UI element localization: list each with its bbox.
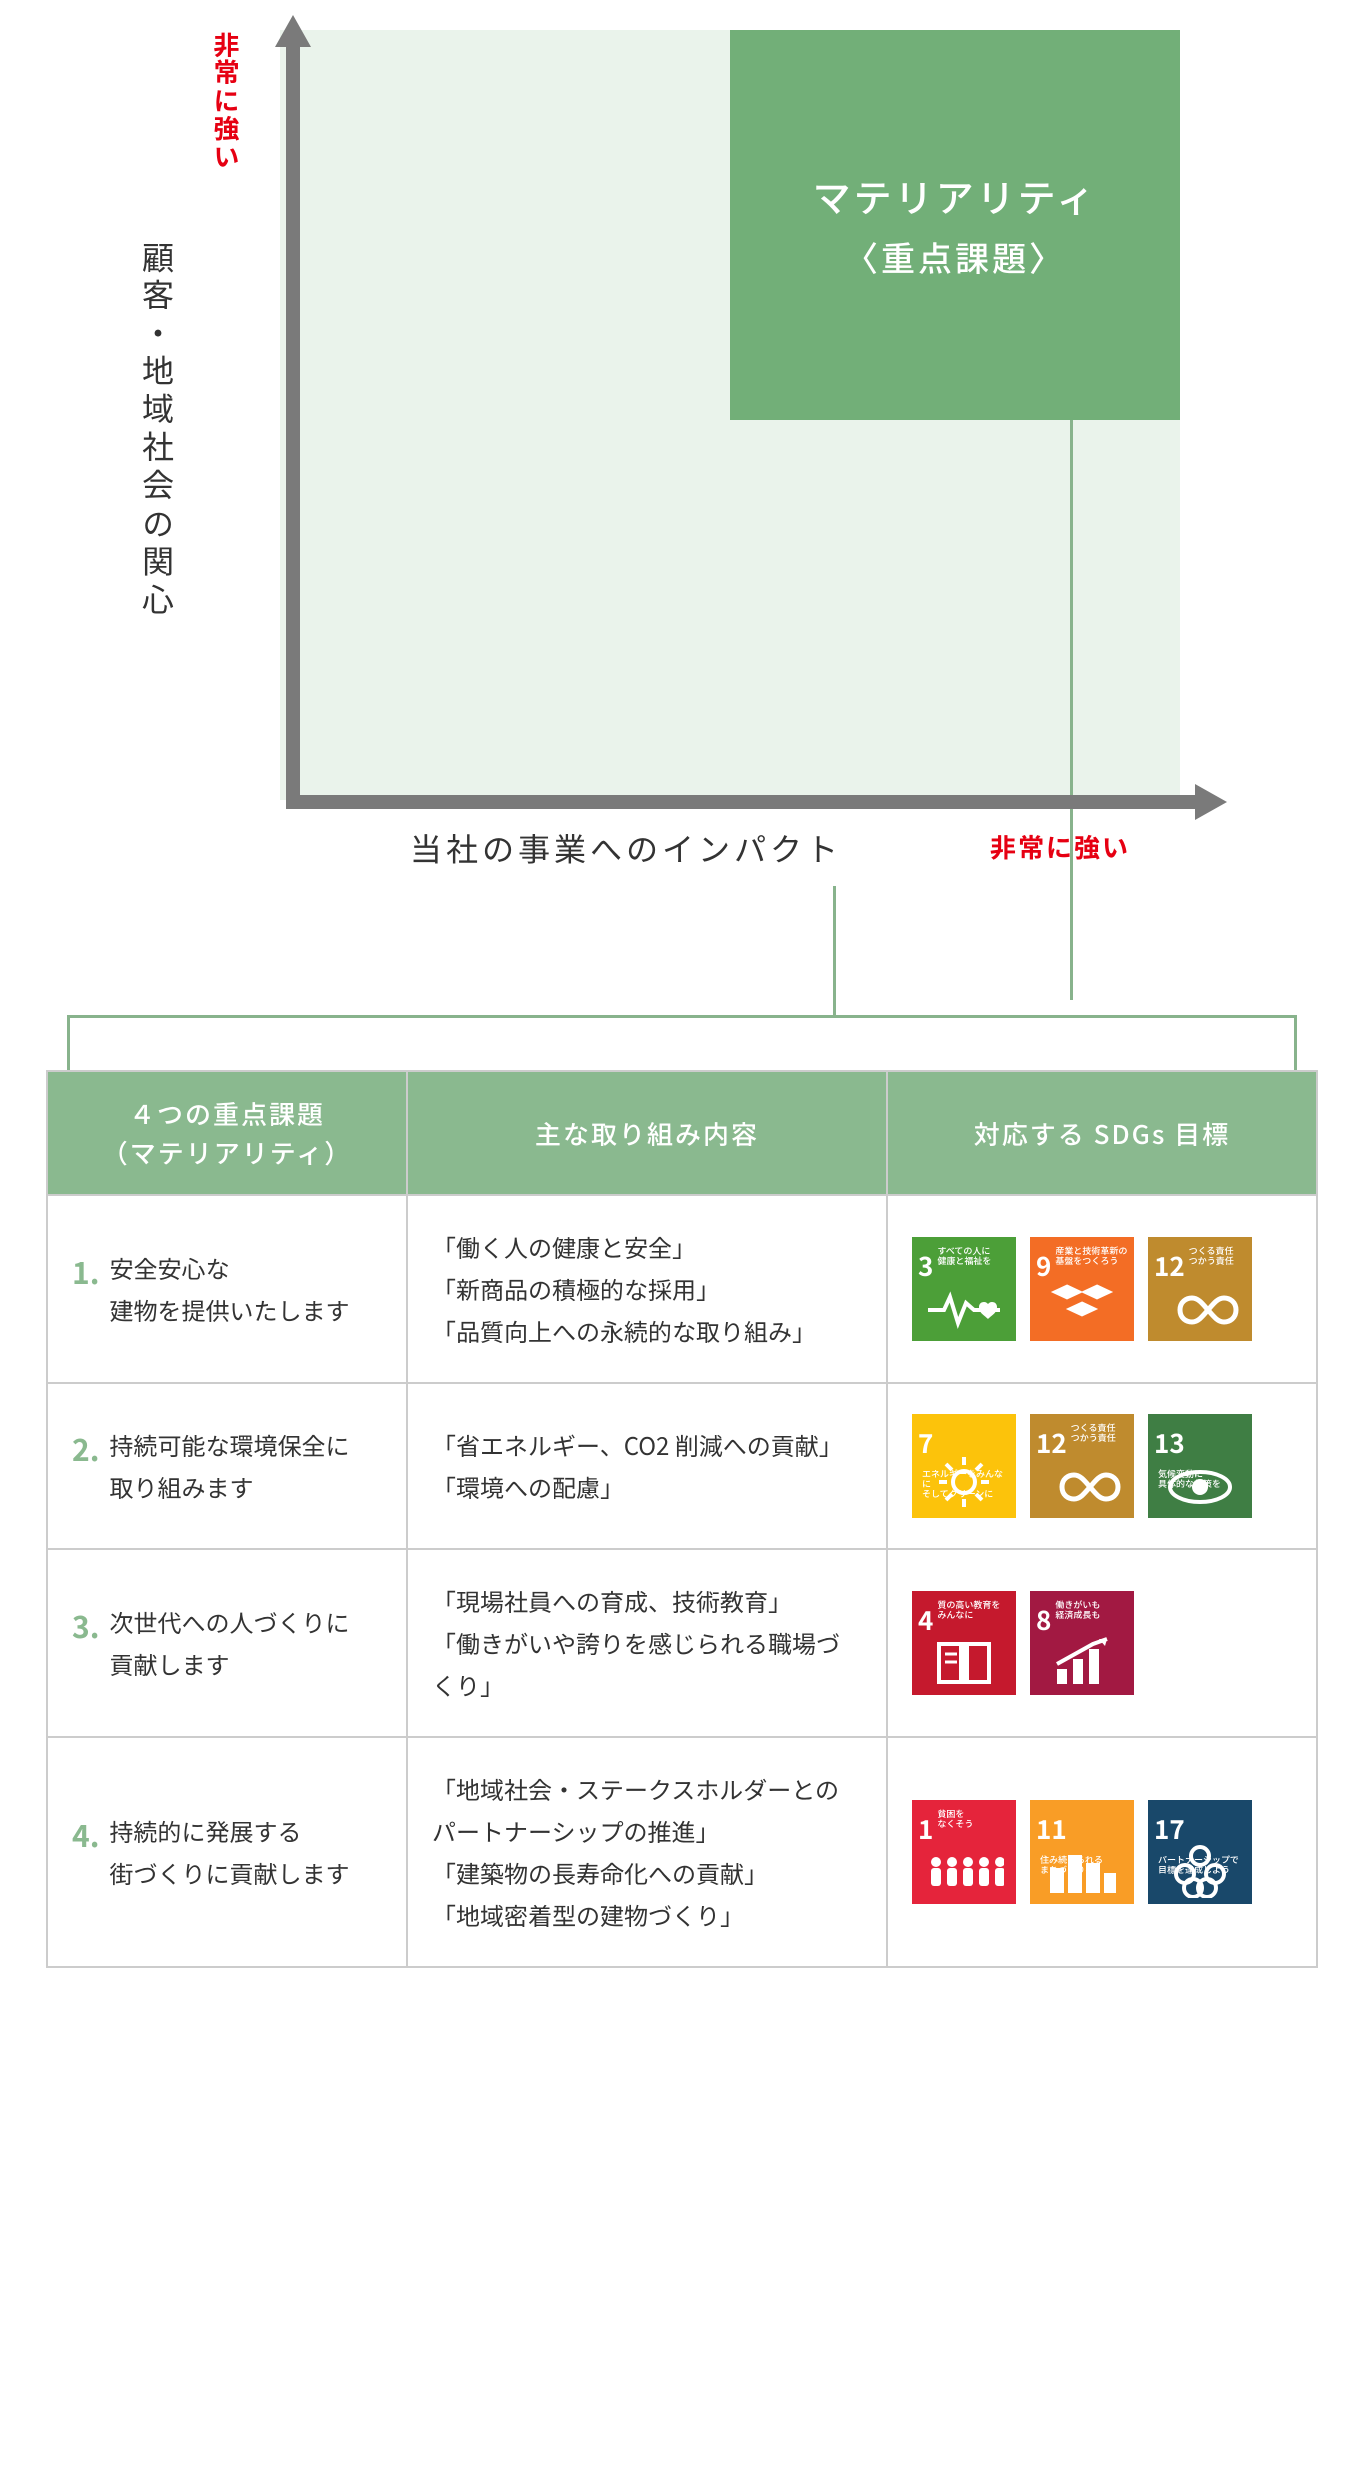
initiative-item: 「建築物の長寿命化への貢献」 xyxy=(432,1852,862,1894)
initiative-item: 「新商品の積極的な採用」 xyxy=(432,1268,862,1310)
sdg-tile-4: 4質の高い教育をみんなに xyxy=(912,1591,1016,1695)
initiative-item: 「環境への配慮」 xyxy=(432,1466,862,1508)
table-header-2: 主な取り組み内容 xyxy=(407,1071,887,1195)
materiality-issue: 1. 安全安心な建物を提供いたします xyxy=(72,1247,382,1331)
initiatives-cell: 「現場社員への育成、技術教育」「働きがいや誇りを感じられる職場づくり」 xyxy=(407,1549,887,1737)
materiality-box-subtitle: 〈重点課題〉 xyxy=(844,228,1066,286)
y-axis-line xyxy=(286,44,300,800)
issue-text: 持続可能な環境保全に取り組みます xyxy=(109,1424,349,1508)
arrow-right-icon xyxy=(1195,784,1227,820)
initiatives-cell: 「地域社会・ステークスホルダーとのパートナーシップの推進」「建築物の長寿命化への… xyxy=(407,1737,887,1967)
connector-bracket xyxy=(47,910,1317,1070)
y-axis-label: 顧客・地域社会の関心 xyxy=(135,240,181,620)
materiality-table: ４つの重点課題（マテリアリティ） 主な取り組み内容 対応する SDGs 目標 1… xyxy=(46,1070,1318,1968)
issue-text: 持続的に発展する街づくりに貢献します xyxy=(109,1810,349,1894)
sdg-tile-17: 17パートナーシップで目標を達成しよう xyxy=(1148,1800,1252,1904)
sdg-tile-1: 1貧困をなくそう xyxy=(912,1800,1016,1904)
materiality-issue: 4. 持続的に発展する街づくりに貢献します xyxy=(72,1810,382,1894)
sdg-tile-7: 7エネルギーをみんなにそしてクリーンに xyxy=(912,1414,1016,1518)
sdg-tile-9: 9産業と技術革新の基盤をつくろう xyxy=(1030,1237,1134,1341)
table-header-1: ４つの重点課題（マテリアリティ） xyxy=(47,1071,407,1195)
issue-text: 安全安心な建物を提供いたします xyxy=(109,1247,349,1331)
arrow-up-icon xyxy=(275,15,311,47)
sdg-row: 7エネルギーをみんなにそしてクリーンに 12つくる責任つかう責任 13気候変動に… xyxy=(912,1414,1292,1518)
sdg-tile-8: 8働きがいも経済成長も xyxy=(1030,1591,1134,1695)
initiative-item: 「地域密着型の建物づくり」 xyxy=(432,1894,862,1936)
issue-number: 3. xyxy=(72,1599,99,1652)
sdg-row: 4質の高い教育をみんなに 8働きがいも経済成長も xyxy=(912,1591,1292,1695)
sdg-tile-12: 12つくる責任つかう責任 xyxy=(1030,1414,1134,1518)
issue-number: 2. xyxy=(72,1422,99,1475)
table-row: 2. 持続可能な環境保全に取り組みます 「省エネルギー、CO2 削減への貢献」「… xyxy=(47,1383,1317,1549)
sdg-tile-3: 3すべての人に健康と福祉を xyxy=(912,1237,1016,1341)
initiatives-cell: 「働く人の健康と安全」「新商品の積極的な採用」「品質向上への永続的な取り組み」 xyxy=(407,1195,887,1383)
materiality-box-title: マテリアリティ xyxy=(813,164,1098,229)
sdg-tile-11: 11住み続けられるまちづくりを xyxy=(1030,1800,1134,1904)
initiative-item: 「働きがいや誇りを感じられる職場づくり」 xyxy=(432,1622,862,1706)
materiality-issue: 2. 持続可能な環境保全に取り組みます xyxy=(72,1424,382,1508)
issue-text: 次世代への人づくりに貢献します xyxy=(109,1601,349,1685)
issue-number: 4. xyxy=(72,1808,99,1861)
issue-number: 1. xyxy=(72,1245,99,1298)
initiative-item: 「現場社員への育成、技術教育」 xyxy=(432,1580,862,1622)
initiative-item: 「省エネルギー、CO2 削減への貢献」 xyxy=(432,1424,862,1466)
y-axis-extreme-label: 非常に強い xyxy=(208,30,245,170)
initiatives-cell: 「省エネルギー、CO2 削減への貢献」「環境への配慮」 xyxy=(407,1383,887,1549)
sdg-tile-12: 12つくる責任つかう責任 xyxy=(1148,1237,1252,1341)
initiative-item: 「地域社会・ステークスホルダーとのパートナーシップの推進」 xyxy=(432,1768,862,1852)
initiative-item: 「働く人の健康と安全」 xyxy=(432,1226,862,1268)
sdg-cell: 3すべての人に健康と福祉を 9産業と技術革新の基盤をつくろう 12つくる責任つか… xyxy=(887,1195,1317,1383)
sdg-tile-13: 13気候変動に具体的な対策を xyxy=(1148,1414,1252,1518)
sdg-row: 3すべての人に健康と福祉を 9産業と技術革新の基盤をつくろう 12つくる責任つか… xyxy=(912,1237,1292,1341)
table-header-row: ４つの重点課題（マテリアリティ） 主な取り組み内容 対応する SDGs 目標 xyxy=(47,1071,1317,1195)
table-row: 4. 持続的に発展する街づくりに貢献します 「地域社会・ステークスホルダーとのパ… xyxy=(47,1737,1317,1967)
x-axis-line xyxy=(286,795,1201,809)
table-header-3: 対応する SDGs 目標 xyxy=(887,1071,1317,1195)
x-axis-label: 当社の事業へのインパクト xyxy=(410,825,842,871)
materiality-highlight-box: マテリアリティ 〈重点課題〉 xyxy=(730,30,1180,420)
sdg-cell: 1貧困をなくそう 11住み続けられるまちづくりを 17パートナーシップで目標を達… xyxy=(887,1737,1317,1967)
table-row: 1. 安全安心な建物を提供いたします 「働く人の健康と安全」「新商品の積極的な採… xyxy=(47,1195,1317,1383)
x-axis-extreme-label: 非常に強い xyxy=(990,828,1130,865)
sdg-cell: 4質の高い教育をみんなに 8働きがいも経済成長も xyxy=(887,1549,1317,1737)
chart-plot-area: マテリアリティ 〈重点課題〉 xyxy=(280,30,1180,800)
materiality-chart: 非常に強い 顧客・地域社会の関心 マテリアリティ 〈重点課題〉 当社の事業へのイ… xyxy=(160,30,1210,910)
materiality-issue: 3. 次世代への人づくりに貢献します xyxy=(72,1601,382,1685)
sdg-cell: 7エネルギーをみんなにそしてクリーンに 12つくる責任つかう責任 13気候変動に… xyxy=(887,1383,1317,1549)
table-row: 3. 次世代への人づくりに貢献します 「現場社員への育成、技術教育」「働きがいや… xyxy=(47,1549,1317,1737)
sdg-row: 1貧困をなくそう 11住み続けられるまちづくりを 17パートナーシップで目標を達… xyxy=(912,1800,1292,1904)
initiative-item: 「品質向上への永続的な取り組み」 xyxy=(432,1310,862,1352)
